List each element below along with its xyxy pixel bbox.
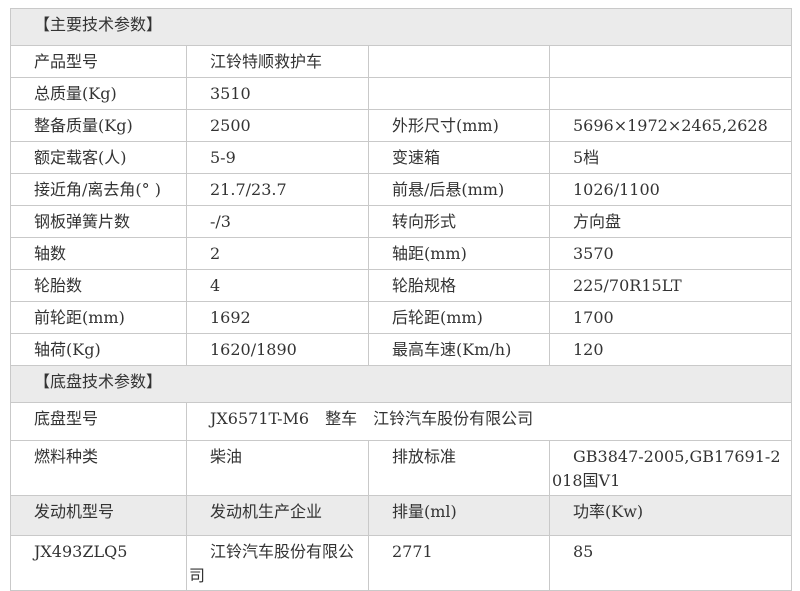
param-value: 1692 [186, 301, 369, 334]
param-label: 最高车速(Km/h) [368, 333, 550, 366]
param-label [368, 45, 550, 78]
chassis-model-row: 底盘型号 JX6571T-M6 整车 江铃汽车股份有限公司 [10, 402, 793, 441]
table-row: 轮胎数 4 轮胎规格 225/70R15LT [10, 269, 793, 302]
param-value: 江铃汽车股份有限公司 [186, 535, 369, 591]
param-label: 总质量(Kg) [10, 77, 187, 110]
column-header: 功率(Kw) [548, 495, 793, 536]
param-value: 3510 [186, 77, 369, 110]
section-title-chassis: 【底盘技术参数】 [9, 365, 793, 403]
param-value: 江铃特顺救护车 [186, 45, 369, 78]
param-value: 2 [186, 237, 369, 270]
param-label: 轮胎数 [10, 269, 187, 302]
param-label: 后轮距(mm) [368, 301, 550, 334]
param-label: 产品型号 [10, 45, 187, 78]
section-title-main: 【主要技术参数】 [9, 8, 793, 46]
engine-header-row: 发动机型号 发动机生产企业 排量(ml) 功率(Kw) [10, 495, 793, 536]
param-value: 1026/1100 [548, 173, 793, 206]
param-label: 钢板弹簧片数 [10, 205, 187, 238]
param-value: 85 [548, 535, 793, 591]
section-header-chassis: 【底盘技术参数】 [9, 365, 793, 403]
table-row: 前轮距(mm) 1692 后轮距(mm) 1700 [10, 301, 793, 334]
param-label: 轴荷(Kg) [10, 333, 187, 366]
param-value: 3570 [548, 237, 793, 270]
param-value [548, 77, 793, 110]
param-value: 120 [548, 333, 793, 366]
param-label: 接近角/离去角(° ) [10, 173, 187, 206]
column-header: 发动机生产企业 [186, 495, 369, 536]
fuel-row: 燃料种类 柴油 排放标准 GB3847-2005,GB17691-2018国V1 [10, 440, 793, 496]
table-row: 轴荷(Kg) 1620/1890 最高车速(Km/h) 120 [10, 333, 793, 366]
param-value: 5-9 [186, 141, 369, 174]
param-label: 轴距(mm) [368, 237, 550, 270]
param-value: JX6571T-M6 整车 江铃汽车股份有限公司 [185, 402, 793, 441]
param-label: 燃料种类 [10, 440, 187, 496]
param-value: 225/70R15LT [548, 269, 793, 302]
table-row: 接近角/离去角(° ) 21.7/23.7 前悬/后悬(mm) 1026/110… [10, 173, 793, 206]
table-row: 整备质量(Kg) 2500 外形尺寸(mm) 5696×1972×2465,26… [10, 109, 793, 142]
param-value: -/3 [186, 205, 369, 238]
table-row: 轴数 2 轴距(mm) 3570 [10, 237, 793, 270]
param-label: 变速箱 [368, 141, 550, 174]
param-label: 排放标准 [368, 440, 550, 496]
param-label: 轮胎规格 [368, 269, 550, 302]
param-value: 1700 [548, 301, 793, 334]
spec-table: 【主要技术参数】 产品型号 江铃特顺救护车 总质量(Kg) 3510 整备质量(… [9, 8, 793, 591]
engine-value-row: JX493ZLQ5 江铃汽车股份有限公司 2771 85 [10, 535, 793, 591]
param-label: 整备质量(Kg) [10, 109, 187, 142]
table-row: 总质量(Kg) 3510 [10, 77, 793, 110]
param-value: JX493ZLQ5 [10, 535, 187, 591]
param-value: 柴油 [186, 440, 369, 496]
param-label: 轴数 [10, 237, 187, 270]
param-label: 额定载客(人) [10, 141, 187, 174]
table-row: 钢板弹簧片数 -/3 转向形式 方向盘 [10, 205, 793, 238]
param-value: 2771 [368, 535, 550, 591]
param-value: 21.7/23.7 [186, 173, 369, 206]
section-header-main: 【主要技术参数】 [9, 8, 793, 46]
param-value [548, 45, 793, 78]
param-value: 4 [186, 269, 369, 302]
column-header: 排量(ml) [368, 495, 550, 536]
param-label: 前轮距(mm) [10, 301, 187, 334]
param-value: 5档 [548, 141, 793, 174]
param-value: 方向盘 [548, 205, 793, 238]
param-value: 5696×1972×2465,2628 [548, 109, 793, 142]
param-label [368, 77, 550, 110]
param-value: 1620/1890 [186, 333, 369, 366]
param-value: 2500 [186, 109, 369, 142]
param-label: 转向形式 [368, 205, 550, 238]
param-label: 前悬/后悬(mm) [368, 173, 550, 206]
param-label: 底盘型号 [10, 402, 187, 441]
table-row: 额定载客(人) 5-9 变速箱 5档 [10, 141, 793, 174]
table-row: 产品型号 江铃特顺救护车 [10, 45, 793, 78]
param-value: GB3847-2005,GB17691-2018国V1 [548, 440, 793, 496]
param-label: 外形尺寸(mm) [368, 109, 550, 142]
column-header: 发动机型号 [10, 495, 187, 536]
